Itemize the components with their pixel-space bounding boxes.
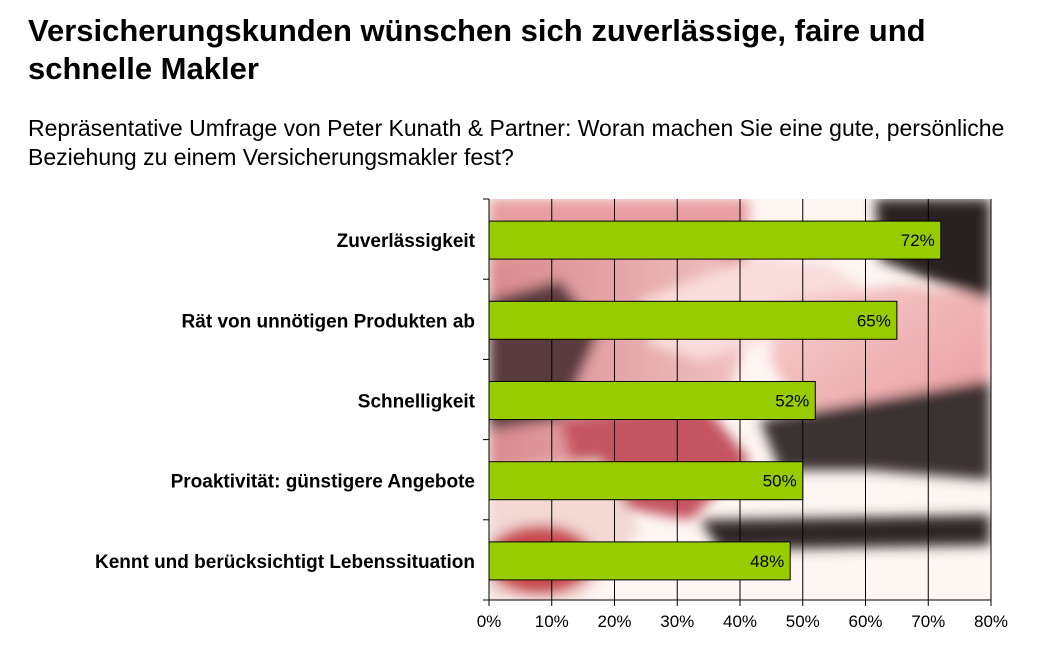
x-tick-label: 20% (597, 612, 631, 631)
x-tick-label: 80% (974, 612, 1008, 631)
category-label: Kennt und berücksichtigt Lebenssituation (95, 552, 475, 573)
bar (488, 461, 804, 501)
chart-title: Versicherungskunden wünschen sich zuverl… (28, 13, 926, 86)
x-tick-label: 0% (477, 612, 502, 631)
category-label: Schnelligkeit (358, 392, 476, 413)
x-tick-label: 40% (723, 612, 757, 631)
bar (488, 220, 942, 260)
category-label: Rät von unnötigen Produkten ab (182, 311, 475, 332)
category-labels: Zuverlässigkeit Rät von unnötigen Produkt… (95, 231, 476, 573)
x-tick-label: 50% (786, 612, 820, 631)
data-label: 72% (901, 231, 935, 250)
data-label: 50% (763, 472, 797, 491)
bar (488, 300, 898, 340)
x-tick-labels: 0% 10% 20% 30% 40% 50% 60% 70% 80% (477, 612, 1008, 631)
data-label: 48% (750, 552, 784, 571)
data-label: 52% (775, 392, 809, 411)
x-tick-label: 10% (535, 612, 569, 631)
x-tick-label: 60% (848, 612, 882, 631)
bars: 72% 65% 52% 50% 48% (488, 220, 942, 581)
axes (483, 198, 992, 606)
x-tick-label: 70% (911, 612, 945, 631)
bar (488, 541, 791, 581)
bar (488, 381, 816, 420)
chart-subtitle: Repräsentative Umfrage von Peter Kunath … (28, 115, 1005, 170)
data-label: 65% (857, 311, 891, 330)
x-tick-label: 30% (660, 612, 694, 631)
category-label: Proaktivität: günstigere Angebote (171, 472, 475, 493)
category-label: Zuverlässigkeit (337, 231, 476, 252)
